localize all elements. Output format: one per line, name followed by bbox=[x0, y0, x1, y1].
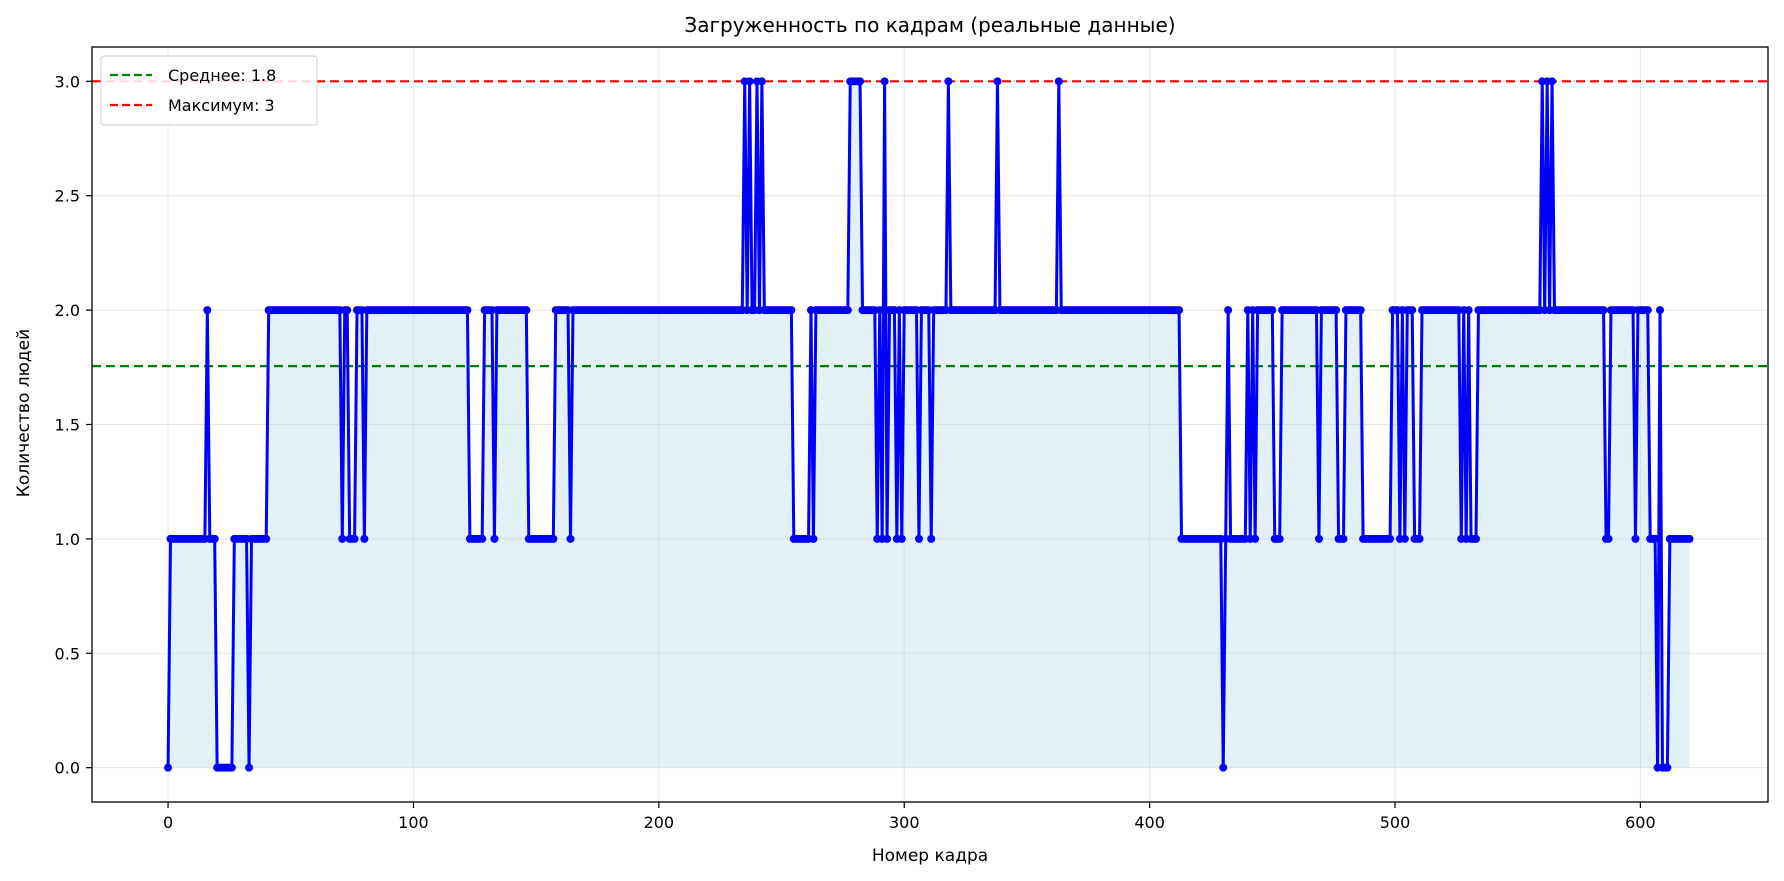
data-point bbox=[1332, 306, 1341, 315]
x-axis-label: Номер кадра bbox=[872, 846, 988, 866]
data-point bbox=[856, 77, 865, 86]
data-point bbox=[522, 306, 531, 315]
data-point bbox=[757, 77, 766, 86]
y-axis-label: Количество людей bbox=[14, 329, 34, 497]
data-point bbox=[1631, 534, 1640, 543]
data-point bbox=[1408, 306, 1417, 315]
data-point bbox=[1054, 77, 1063, 86]
data-point bbox=[566, 534, 575, 543]
x-tick-label: 600 bbox=[1625, 813, 1656, 832]
legend-box bbox=[100, 55, 318, 126]
data-point bbox=[1386, 534, 1395, 543]
data-point bbox=[1656, 306, 1665, 315]
data-point bbox=[1663, 763, 1672, 772]
data-point bbox=[1604, 534, 1613, 543]
data-point bbox=[944, 77, 953, 86]
chart-title: Загруженность по кадрам (реальные данные… bbox=[684, 13, 1175, 37]
data-point bbox=[262, 534, 271, 543]
data-point bbox=[927, 534, 936, 543]
data-point bbox=[478, 534, 487, 543]
y-tick-label: 1.5 bbox=[55, 416, 80, 435]
x-tick-label: 100 bbox=[398, 813, 429, 832]
ticks: 0 100 200 300 400 500 600 0.0 0.5 1.0 1.5 2.0 2.5 3.0 bbox=[55, 72, 1656, 832]
data-point bbox=[463, 306, 472, 315]
data-point bbox=[787, 306, 796, 315]
data-point bbox=[883, 534, 892, 543]
y-tick-label: 3.0 bbox=[55, 72, 80, 91]
data-point bbox=[1356, 306, 1365, 315]
data-point bbox=[338, 534, 347, 543]
data-point bbox=[1415, 534, 1424, 543]
data-point bbox=[1643, 306, 1652, 315]
data-point bbox=[210, 534, 219, 543]
data-point bbox=[1275, 534, 1284, 543]
data-point bbox=[875, 306, 884, 315]
data-point bbox=[350, 534, 359, 543]
data-point bbox=[1685, 534, 1694, 543]
y-tick-label: 0.5 bbox=[55, 644, 80, 663]
x-tick-label: 0 bbox=[163, 813, 173, 832]
data-point bbox=[203, 306, 212, 315]
data-point bbox=[914, 534, 923, 543]
legend-mean-label: Среднее: 1.8 bbox=[168, 66, 276, 85]
data-point bbox=[1251, 534, 1260, 543]
legend: Среднее: 1.8 Максимум: 3 bbox=[100, 55, 318, 126]
data-point bbox=[1464, 306, 1473, 315]
data-point bbox=[1219, 763, 1228, 772]
data-point bbox=[1339, 534, 1348, 543]
x-tick-label: 300 bbox=[889, 813, 920, 832]
x-tick-label: 500 bbox=[1380, 813, 1411, 832]
data-point bbox=[1314, 534, 1323, 543]
data-point bbox=[1400, 534, 1409, 543]
data-point bbox=[843, 306, 852, 315]
data-point bbox=[1175, 306, 1184, 315]
legend-max-label: Максимум: 3 bbox=[168, 96, 275, 115]
data-point bbox=[227, 763, 236, 772]
data-point bbox=[809, 534, 818, 543]
data-point bbox=[360, 534, 369, 543]
series bbox=[164, 77, 1694, 772]
data-point bbox=[164, 763, 173, 772]
y-tick-label: 0.0 bbox=[55, 759, 80, 778]
x-tick-label: 400 bbox=[1134, 813, 1165, 832]
data-point bbox=[1471, 534, 1480, 543]
data-point bbox=[897, 534, 906, 543]
y-tick-label: 2.0 bbox=[55, 301, 80, 320]
data-point bbox=[745, 77, 754, 86]
data-point bbox=[880, 77, 889, 86]
data-point bbox=[1224, 306, 1233, 315]
x-tick-label: 200 bbox=[644, 813, 675, 832]
y-tick-label: 2.5 bbox=[55, 187, 80, 206]
data-point bbox=[245, 763, 254, 772]
data-point bbox=[549, 534, 558, 543]
data-point bbox=[1268, 306, 1277, 315]
data-point bbox=[490, 534, 499, 543]
data-point bbox=[1548, 77, 1557, 86]
data-point bbox=[1651, 534, 1660, 543]
data-point bbox=[1599, 306, 1608, 315]
y-tick-label: 1.0 bbox=[55, 530, 80, 549]
data-point bbox=[993, 77, 1002, 86]
data-point bbox=[343, 306, 352, 315]
